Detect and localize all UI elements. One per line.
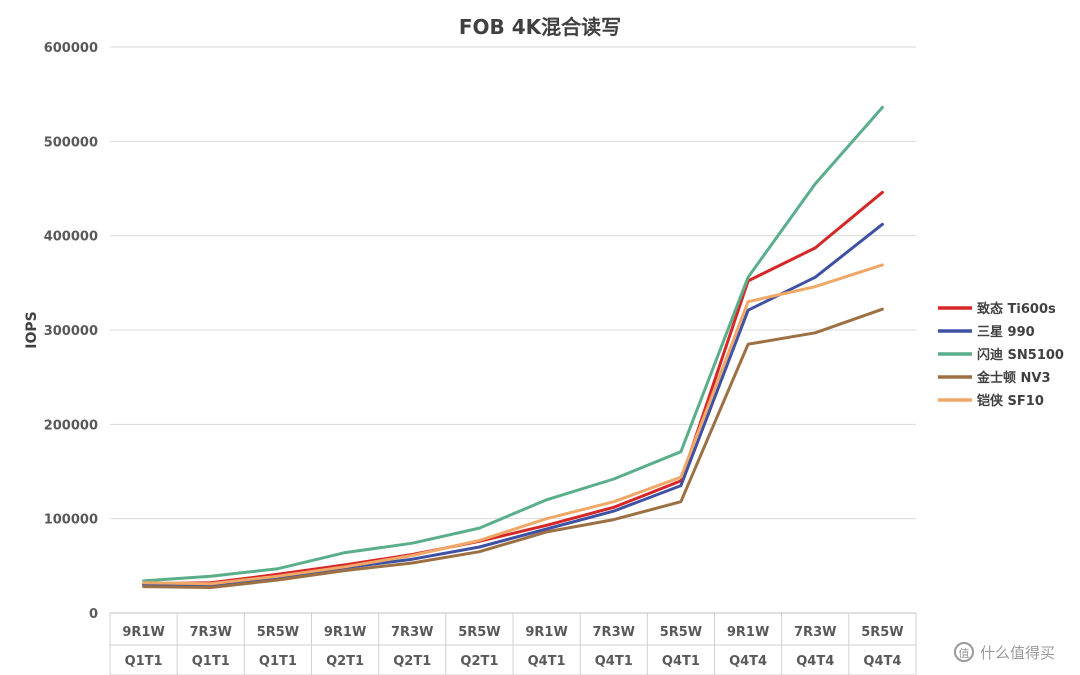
series-line-2: [142, 105, 884, 583]
watermark-glyph: 值: [959, 647, 970, 660]
legend: 致态 Ti600s 三星 990 闪迪 SN5100 金士顿 NV3 铠侠 SF10: [938, 301, 1064, 409]
x-tick-label-queue: Q2T1: [326, 654, 364, 669]
y-tick-label: 100000: [44, 513, 98, 528]
legend-label: 闪迪 SN5100: [977, 347, 1064, 363]
x-tick-label-queue: Q4T4: [729, 654, 767, 669]
chart-title: FOB 4K混合读写: [459, 15, 621, 39]
y-axis-ticks: 0 100000 200000 300000 400000 500000 600000: [44, 41, 98, 622]
x-tick-label-ratio: 9R1W: [324, 625, 366, 640]
x-tick-label-ratio: 5R5W: [861, 625, 903, 640]
x-tick-label-ratio: 7R3W: [593, 625, 635, 640]
x-tick-label-queue: Q1T1: [125, 654, 163, 669]
x-tick-label-queue: Q2T1: [460, 654, 498, 669]
x-tick-label-queue: Q1T1: [259, 654, 297, 669]
x-tick-label-ratio: 7R3W: [190, 625, 232, 640]
x-tick-label-ratio: 7R3W: [794, 625, 836, 640]
series-line-0: [142, 190, 884, 586]
x-tick-label-queue: Q4T1: [528, 654, 566, 669]
legend-label: 铠侠 SF10: [977, 393, 1044, 409]
y-tick-label: 500000: [44, 135, 98, 150]
watermark-text: 什么值得买: [980, 644, 1055, 662]
y-tick-label: 0: [89, 607, 98, 622]
x-tick-label-queue: Q2T1: [393, 654, 431, 669]
series-line-4: [142, 263, 884, 586]
y-tick-label: 600000: [44, 41, 98, 56]
x-tick-label-ratio: 7R3W: [391, 625, 433, 640]
legend-label: 三星 990: [977, 325, 1035, 340]
x-tick-label-queue: Q1T1: [192, 654, 230, 669]
y-tick-label: 400000: [44, 230, 98, 245]
x-tick-label-queue: Q4T1: [595, 654, 633, 669]
x-axis: 9R1W Q1T1 7R3W Q1T1 5R5W Q1T1 9R1W Q2T1 7R3W Q2T1…: [109, 613, 917, 675]
x-tick-label-queue: Q4T1: [662, 654, 700, 669]
x-tick-label-ratio: 5R5W: [458, 625, 500, 640]
legend-label: 金士顿 NV3: [976, 370, 1051, 386]
y-tick-label: 300000: [44, 324, 98, 339]
gridlines: [110, 46, 916, 614]
watermark-logo-icon: [954, 642, 974, 662]
x-tick-label-ratio: 9R1W: [122, 625, 164, 640]
x-tick-label-ratio: 9R1W: [727, 625, 769, 640]
x-tick-label-queue: Q4T4: [863, 654, 901, 669]
legend-label: 致态 Ti600s: [977, 301, 1056, 317]
x-tick-label-queue: Q4T4: [796, 654, 834, 669]
watermark: 值 什么值得买: [954, 642, 1055, 662]
y-axis-label: IOPS: [24, 311, 40, 348]
x-tick-label-ratio: 5R5W: [257, 625, 299, 640]
series-line-3: [142, 307, 884, 589]
x-tick-label-ratio: 5R5W: [660, 625, 702, 640]
x-tick-label-ratio: 9R1W: [525, 625, 567, 640]
y-tick-label: 200000: [44, 418, 98, 433]
series-lines: [142, 105, 884, 589]
